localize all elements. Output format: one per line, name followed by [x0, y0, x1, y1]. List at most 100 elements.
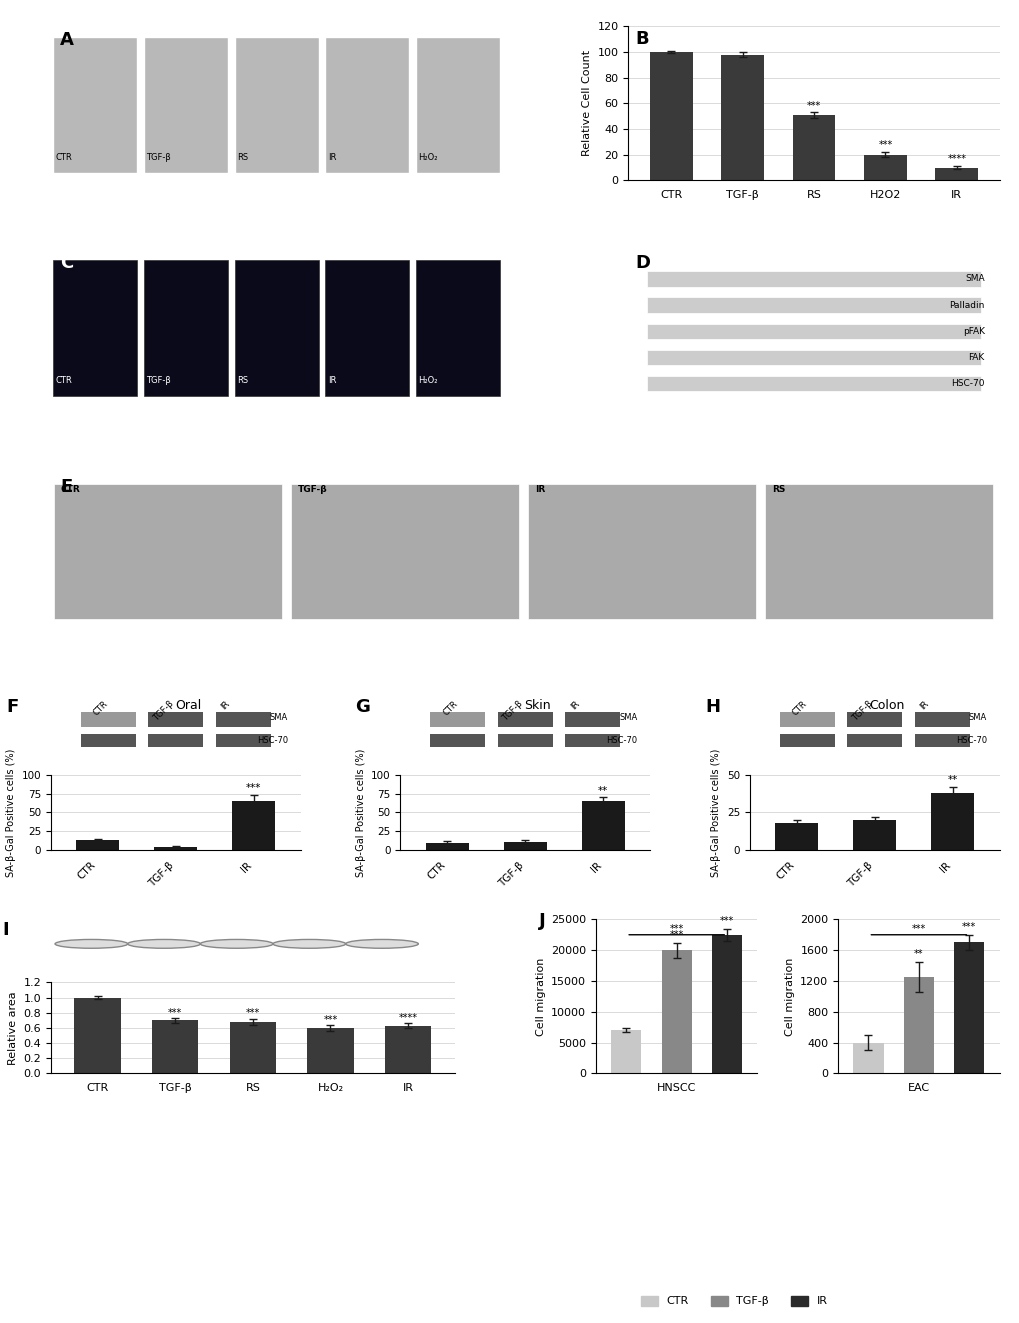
Bar [610, 1031, 641, 1073]
Y-axis label: SA-β-Gal Positive cells (%): SA-β-Gal Positive cells (%) [710, 749, 720, 877]
Text: TGF-β: TGF-β [850, 700, 873, 724]
Bar [384, 1025, 431, 1073]
FancyBboxPatch shape [216, 734, 270, 746]
Text: ***: *** [911, 923, 925, 934]
Circle shape [273, 939, 345, 949]
FancyBboxPatch shape [325, 37, 409, 173]
Text: TGF-β: TGF-β [298, 486, 327, 495]
FancyBboxPatch shape [148, 712, 203, 726]
Bar [581, 802, 625, 851]
FancyBboxPatch shape [234, 261, 318, 396]
FancyBboxPatch shape [497, 734, 552, 746]
Text: RS: RS [236, 376, 248, 385]
Text: ***: *** [806, 101, 820, 111]
Text: **: ** [947, 775, 957, 785]
Bar [76, 840, 119, 851]
FancyBboxPatch shape [565, 712, 620, 726]
Text: pFAK: pFAK [962, 327, 983, 336]
Text: E: E [60, 478, 72, 496]
Bar [74, 998, 120, 1073]
Text: CTR: CTR [55, 153, 72, 161]
Text: TGF-β: TGF-β [151, 700, 175, 724]
FancyBboxPatch shape [430, 712, 485, 726]
Text: H₂O₂: H₂O₂ [418, 153, 437, 161]
FancyBboxPatch shape [216, 712, 270, 726]
Text: D: D [635, 254, 650, 273]
Circle shape [127, 939, 200, 949]
Bar [503, 841, 546, 851]
FancyBboxPatch shape [144, 261, 227, 396]
FancyBboxPatch shape [914, 712, 969, 726]
Text: SMA: SMA [968, 713, 986, 722]
Circle shape [345, 939, 418, 949]
FancyBboxPatch shape [81, 734, 136, 746]
FancyBboxPatch shape [416, 37, 499, 173]
Bar [154, 847, 197, 851]
Text: CTR: CTR [92, 700, 110, 717]
FancyBboxPatch shape [646, 349, 980, 365]
FancyBboxPatch shape [53, 261, 138, 396]
Bar [229, 1021, 276, 1073]
Text: ****: **** [398, 1013, 417, 1023]
Text: ***: *** [668, 930, 683, 941]
Text: I: I [3, 921, 9, 939]
Text: ***: *** [877, 140, 892, 151]
Y-axis label: Cell migration: Cell migration [784, 957, 794, 1036]
FancyBboxPatch shape [528, 484, 755, 619]
FancyBboxPatch shape [646, 298, 980, 312]
Text: IR: IR [327, 153, 336, 161]
Y-axis label: SA-β-Gal Positive cells (%): SA-β-Gal Positive cells (%) [6, 749, 16, 877]
Text: RS: RS [771, 486, 785, 495]
FancyBboxPatch shape [54, 484, 281, 619]
Text: ****: **** [947, 155, 965, 164]
Bar [863, 155, 906, 180]
Text: ***: *** [961, 922, 975, 933]
Circle shape [200, 939, 273, 949]
Text: CTR: CTR [55, 376, 72, 385]
FancyBboxPatch shape [234, 37, 318, 173]
FancyBboxPatch shape [847, 734, 902, 746]
Bar [720, 54, 763, 180]
Bar [903, 978, 933, 1073]
FancyBboxPatch shape [144, 37, 227, 173]
Text: ***: *** [168, 1008, 182, 1017]
Text: IR: IR [918, 700, 930, 712]
Text: ***: *** [719, 916, 734, 926]
Text: HSC-70: HSC-70 [951, 380, 983, 388]
Text: **: ** [597, 786, 608, 795]
Bar [930, 792, 973, 851]
FancyBboxPatch shape [646, 271, 980, 287]
FancyBboxPatch shape [81, 712, 136, 726]
Bar [152, 1020, 199, 1073]
Text: Oral: Oral [175, 700, 201, 712]
Text: C: C [60, 254, 73, 273]
FancyBboxPatch shape [764, 484, 991, 619]
Text: TGF-β: TGF-β [500, 700, 524, 724]
Text: ***: *** [246, 783, 261, 794]
Text: TGF-β: TGF-β [146, 376, 171, 385]
FancyBboxPatch shape [325, 261, 409, 396]
Text: RS: RS [236, 153, 248, 161]
Text: J: J [539, 912, 545, 930]
Y-axis label: Relative area: Relative area [8, 991, 18, 1065]
Text: IR: IR [534, 486, 544, 495]
Text: CTR: CTR [441, 700, 460, 717]
Text: IR: IR [327, 376, 336, 385]
Bar [853, 820, 896, 851]
Text: HSC-70: HSC-70 [955, 736, 986, 745]
Text: Palladin: Palladin [949, 300, 983, 310]
Bar [232, 802, 275, 851]
Text: TGF-β: TGF-β [146, 153, 171, 161]
FancyBboxPatch shape [53, 37, 138, 173]
Text: IR: IR [569, 700, 581, 712]
Text: HSC-70: HSC-70 [606, 736, 637, 745]
Bar [661, 950, 691, 1073]
Text: FAK: FAK [968, 353, 983, 363]
FancyBboxPatch shape [290, 484, 518, 619]
Text: SMA: SMA [270, 713, 288, 722]
Bar [934, 168, 977, 180]
Text: F: F [6, 699, 18, 716]
Text: CTR: CTR [790, 700, 808, 717]
Legend: CTR, TGF-β, IR: CTR, TGF-β, IR [636, 1291, 832, 1311]
FancyBboxPatch shape [416, 261, 499, 396]
